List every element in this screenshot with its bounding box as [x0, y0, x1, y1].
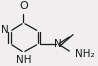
Text: N: N	[54, 39, 62, 49]
Text: NH: NH	[16, 55, 31, 65]
Text: N: N	[1, 25, 9, 35]
Text: O: O	[19, 1, 28, 11]
Text: NH₂: NH₂	[75, 49, 94, 59]
